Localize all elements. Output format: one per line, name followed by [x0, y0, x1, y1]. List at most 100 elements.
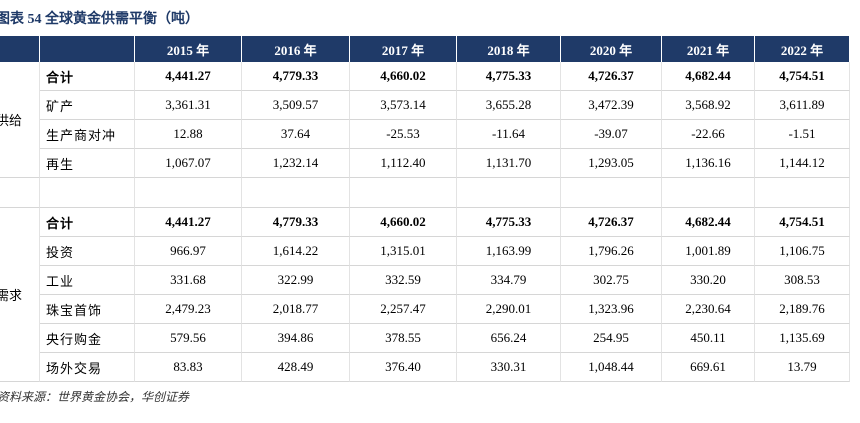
value-cell: 4,775.33	[457, 62, 561, 91]
value-cell: 332.59	[350, 266, 457, 295]
value-cell: 4,726.37	[561, 208, 662, 237]
value-cell: 4,441.27	[135, 62, 242, 91]
value-cell: 1,136.16	[662, 149, 755, 178]
value-cell: 3,655.28	[457, 91, 561, 120]
value-cell: 378.55	[350, 324, 457, 353]
value-cell: -22.66	[662, 120, 755, 149]
value-cell: 1,293.05	[561, 149, 662, 178]
value-cell: 1,135.69	[755, 324, 850, 353]
table: 2015 年 2016 年 2017 年 2018 年 2020 年 2021 年 2022…	[0, 36, 850, 382]
group-label: 需求	[0, 208, 40, 382]
column-header: 2020 年	[561, 36, 662, 62]
header-cell	[0, 36, 40, 62]
spacer-cell	[561, 178, 662, 208]
value-cell: 394.86	[242, 324, 350, 353]
value-cell: 1,131.70	[457, 149, 561, 178]
column-header: 2017 年	[350, 36, 457, 62]
spacer-cell	[755, 178, 850, 208]
spacer-cell	[242, 178, 350, 208]
value-cell: 2,290.01	[457, 295, 561, 324]
row-label: 再生	[40, 149, 135, 178]
value-cell: 2,230.64	[662, 295, 755, 324]
value-cell: 4,726.37	[561, 62, 662, 91]
spacer-cell	[0, 178, 40, 208]
value-cell: 3,573.14	[350, 91, 457, 120]
value-cell: 3,611.89	[755, 91, 850, 120]
value-cell: 450.11	[662, 324, 755, 353]
value-cell: 334.79	[457, 266, 561, 295]
value-cell: 331.68	[135, 266, 242, 295]
value-cell: 4,779.33	[242, 208, 350, 237]
value-cell: 3,509.57	[242, 91, 350, 120]
value-cell: 330.20	[662, 266, 755, 295]
source-note: 资料来源：世界黄金协会，华创证券	[0, 390, 190, 404]
value-cell: 2,257.47	[350, 295, 457, 324]
value-cell: 3,472.39	[561, 91, 662, 120]
value-cell: 4,441.27	[135, 208, 242, 237]
value-cell: 302.75	[561, 266, 662, 295]
spacer-cell	[40, 178, 135, 208]
value-cell: -1.51	[755, 120, 850, 149]
value-cell: 4,660.02	[350, 62, 457, 91]
value-cell: 1,048.44	[561, 353, 662, 382]
value-cell: 1,232.14	[242, 149, 350, 178]
value-cell: 4,754.51	[755, 62, 850, 91]
column-header: 2022 年	[755, 36, 850, 62]
value-cell: 2,479.23	[135, 295, 242, 324]
row-label: 合计	[40, 62, 135, 91]
value-cell: 1,106.75	[755, 237, 850, 266]
value-cell: 1,144.12	[755, 149, 850, 178]
value-cell: 4,682.44	[662, 208, 755, 237]
row-label: 合计	[40, 208, 135, 237]
value-cell: 322.99	[242, 266, 350, 295]
value-cell: 4,775.33	[457, 208, 561, 237]
row-label: 珠宝首饰	[40, 295, 135, 324]
value-cell: 1,315.01	[350, 237, 457, 266]
value-cell: 669.61	[662, 353, 755, 382]
value-cell: 579.56	[135, 324, 242, 353]
value-cell: 4,779.33	[242, 62, 350, 91]
value-cell: 3,568.92	[662, 91, 755, 120]
column-header: 2016 年	[242, 36, 350, 62]
column-header: 2015 年	[135, 36, 242, 62]
value-cell: -11.64	[457, 120, 561, 149]
value-cell: 83.83	[135, 353, 242, 382]
value-cell: 4,682.44	[662, 62, 755, 91]
value-cell: 3,361.31	[135, 91, 242, 120]
value-cell: 254.95	[561, 324, 662, 353]
value-cell: 966.97	[135, 237, 242, 266]
value-cell: 428.49	[242, 353, 350, 382]
value-cell: 12.88	[135, 120, 242, 149]
value-cell: 1,067.07	[135, 149, 242, 178]
spacer-cell	[350, 178, 457, 208]
value-cell: 37.64	[242, 120, 350, 149]
value-cell: 1,001.89	[662, 237, 755, 266]
spacer-cell	[457, 178, 561, 208]
row-label: 矿产	[40, 91, 135, 120]
value-cell: 4,660.02	[350, 208, 457, 237]
value-cell: 656.24	[457, 324, 561, 353]
header-cell	[40, 36, 135, 62]
row-label: 央行购金	[40, 324, 135, 353]
table-title: 图表 54 全球黄金供需平衡（吨）	[0, 12, 199, 27]
value-cell: 1,796.26	[561, 237, 662, 266]
spacer-cell	[135, 178, 242, 208]
row-label: 投资	[40, 237, 135, 266]
row-label: 生产商对冲	[40, 120, 135, 149]
column-header: 2021 年	[662, 36, 755, 62]
value-cell: -39.07	[561, 120, 662, 149]
value-cell: 330.31	[457, 353, 561, 382]
value-cell: 2,189.76	[755, 295, 850, 324]
spacer-cell	[662, 178, 755, 208]
value-cell: 4,754.51	[755, 208, 850, 237]
row-label: 工业	[40, 266, 135, 295]
value-cell: 1,323.96	[561, 295, 662, 324]
value-cell: 2,018.77	[242, 295, 350, 324]
value-cell: 13.79	[755, 353, 850, 382]
value-cell: 376.40	[350, 353, 457, 382]
column-header: 2018 年	[457, 36, 561, 62]
value-cell: 1,112.40	[350, 149, 457, 178]
value-cell: 1,614.22	[242, 237, 350, 266]
value-cell: 308.53	[755, 266, 850, 295]
